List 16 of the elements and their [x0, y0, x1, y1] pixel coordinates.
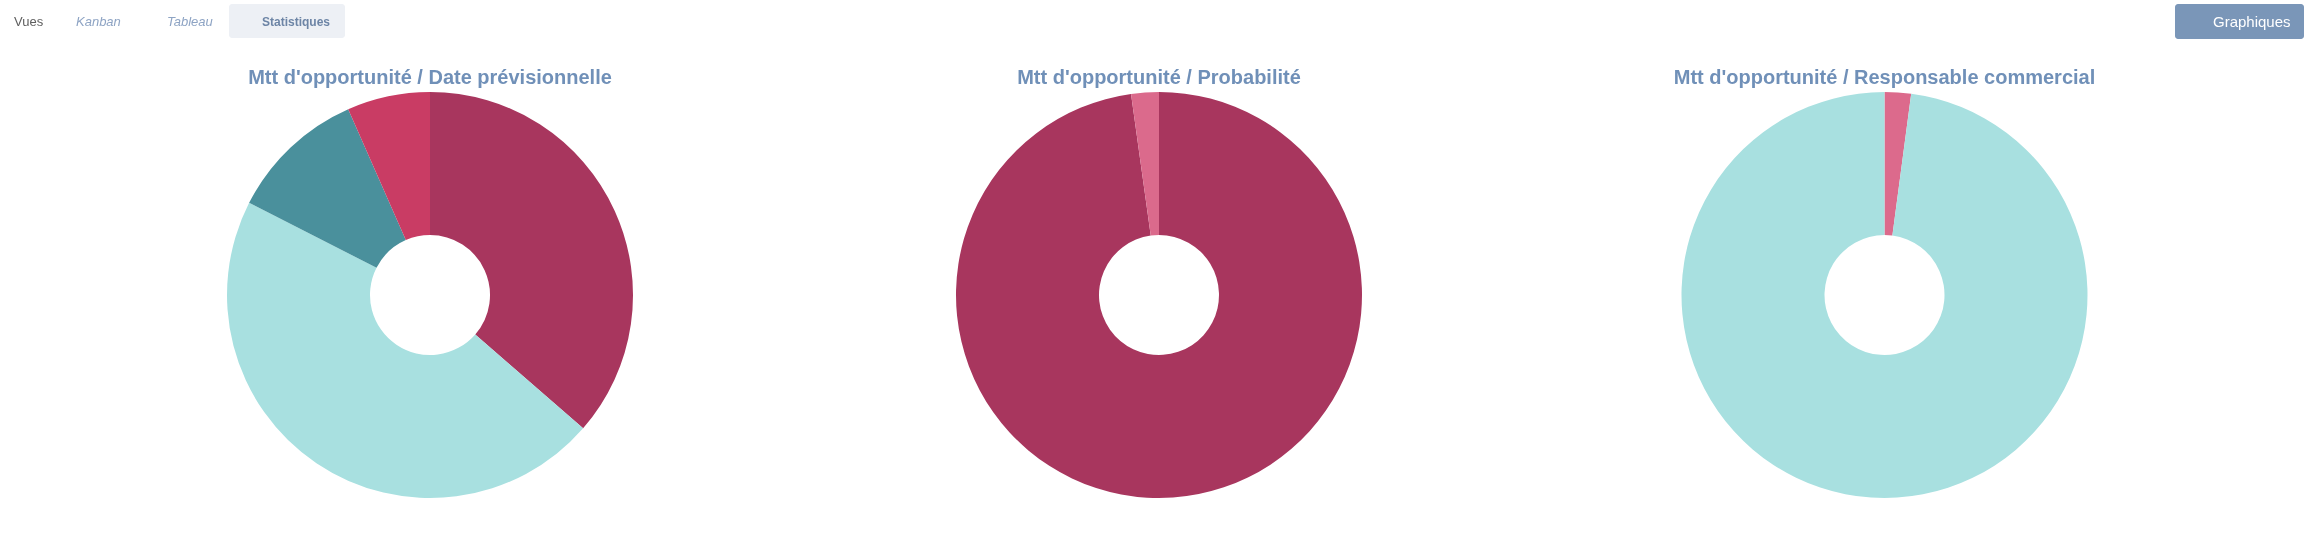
donut-slice: [956, 92, 1362, 498]
donut-slice: [430, 92, 633, 429]
donut-slice: [1681, 92, 2088, 498]
chart-title: Mtt d'opportunité / Probabilité: [1017, 66, 1301, 88]
donut-slice: [249, 109, 406, 268]
text: Statistiques: [262, 15, 331, 29]
chart-title: Mtt d'opportunité / Date prévisionnelle: [248, 66, 612, 88]
chart-title: Mtt d'opportunité / Responsable commercial: [1673, 66, 2096, 88]
text: Vues: [14, 14, 44, 29]
text: Tableau: [167, 14, 213, 29]
text: Graphiques: [2213, 13, 2291, 30]
donut-slice: [348, 92, 430, 241]
donut-slice: [1884, 92, 1912, 236]
text: Kanban: [76, 14, 121, 29]
donut-slice: [1131, 92, 1159, 236]
donut-slice: [227, 202, 584, 498]
